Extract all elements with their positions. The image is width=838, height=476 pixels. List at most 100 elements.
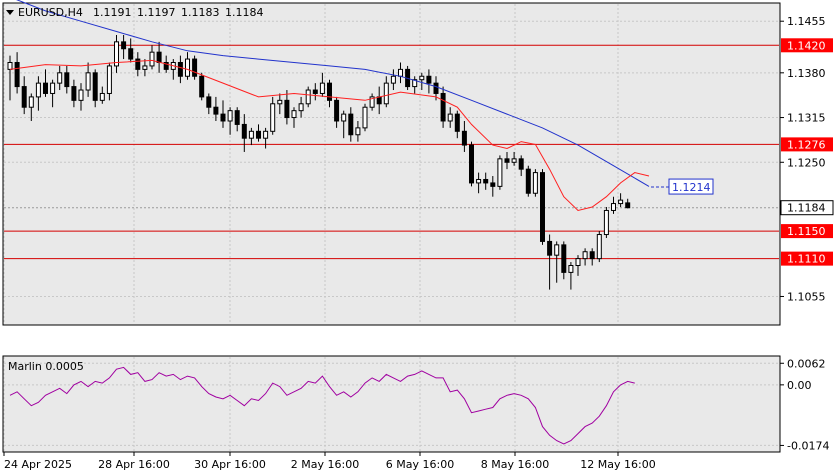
candle [92,69,98,108]
current-price-label: 1.1184 [787,202,826,215]
candle-body [28,96,34,108]
candle [71,79,77,108]
candle-body [7,61,13,70]
candle [263,127,269,149]
time-tick-label: 12 May 16:00 [580,458,655,471]
candle [618,193,624,208]
candle-body [227,110,233,122]
candle-body [64,72,70,88]
candle-body [78,89,84,101]
candle [611,196,616,214]
candle [561,241,567,280]
candle [532,169,538,197]
candle-body [92,72,98,101]
indicator-title: Marlin 0.0005 [8,360,84,373]
candle [476,172,482,194]
candle-body [192,58,198,77]
collapse-triangle-icon[interactable] [6,10,14,15]
candle [149,45,155,70]
candle-body [454,113,460,132]
candle [582,248,588,266]
candle [504,151,510,170]
candle-body [270,103,276,132]
main-panel[interactable] [2,2,781,326]
ohlc-high: 1.1197 [137,6,176,19]
level-tag-label: 1.1276 [787,138,826,151]
marlin-line [9,366,635,445]
candle [540,169,545,245]
candle-body [476,178,482,184]
price-axis: 1.1455 1.1380 1.1315 1.1250 1.1055 [780,15,826,303]
candle-body [85,72,91,91]
candle-body [149,51,155,67]
candle-body [575,258,581,267]
candle-body [71,86,77,101]
indicator-tick-label: -0.0174 [787,439,829,452]
candle-body [334,99,340,122]
price-tick-label: 1.1455 [787,15,826,28]
candle [298,96,304,118]
level-tag [781,38,833,53]
candle [57,65,63,91]
candle [433,76,439,101]
candle [14,52,20,94]
candle-body [419,75,425,81]
candle [334,96,340,128]
candle [419,72,425,91]
candle [142,59,148,77]
candle [547,234,553,290]
candle-body [163,61,169,70]
candle [589,248,595,266]
candle [469,141,474,187]
candle-body [504,158,510,163]
candle-body [618,199,624,205]
candle-body [121,41,127,50]
indicator-panel[interactable] [2,355,781,453]
candle-body [525,168,531,194]
candle-body [248,130,254,139]
candle-body [213,106,219,115]
candle [78,83,84,111]
candle-body [263,130,269,139]
candle-body [99,92,105,101]
indicator-axis: 0.0062 0.00 -0.0174 [780,357,829,452]
candle [21,76,27,115]
candle [390,69,396,91]
candle-body [14,61,20,88]
candle [28,93,34,121]
candle [277,93,283,115]
level-tag [781,251,833,266]
candle-body [447,113,453,122]
candle [525,165,531,197]
candle-body [199,75,205,98]
candle-body [341,113,347,122]
candle [362,103,368,132]
candle [284,90,290,125]
candle-body [376,96,382,105]
candle-body [114,41,119,67]
candle-body [596,234,602,260]
ohlc-low: 1.1183 [181,6,220,19]
candle [454,110,460,139]
candle [121,34,127,60]
candle-body [497,158,503,187]
candle-body [611,203,616,211]
candle [440,86,446,128]
candle-body [547,240,553,256]
grid-lines [3,4,779,451]
level-tag [781,137,833,152]
candle [114,34,119,73]
candle [369,93,375,111]
candle [256,124,261,142]
candle [85,62,91,97]
candle [192,55,198,80]
target-label-box[interactable] [668,178,714,195]
candle [426,69,432,94]
target-callout[interactable]: 1.1214 [651,178,714,195]
horizontal-levels[interactable] [4,44,779,260]
candle-body [398,68,403,77]
candle [213,96,219,121]
candle-body [625,202,631,209]
candle [575,255,581,276]
